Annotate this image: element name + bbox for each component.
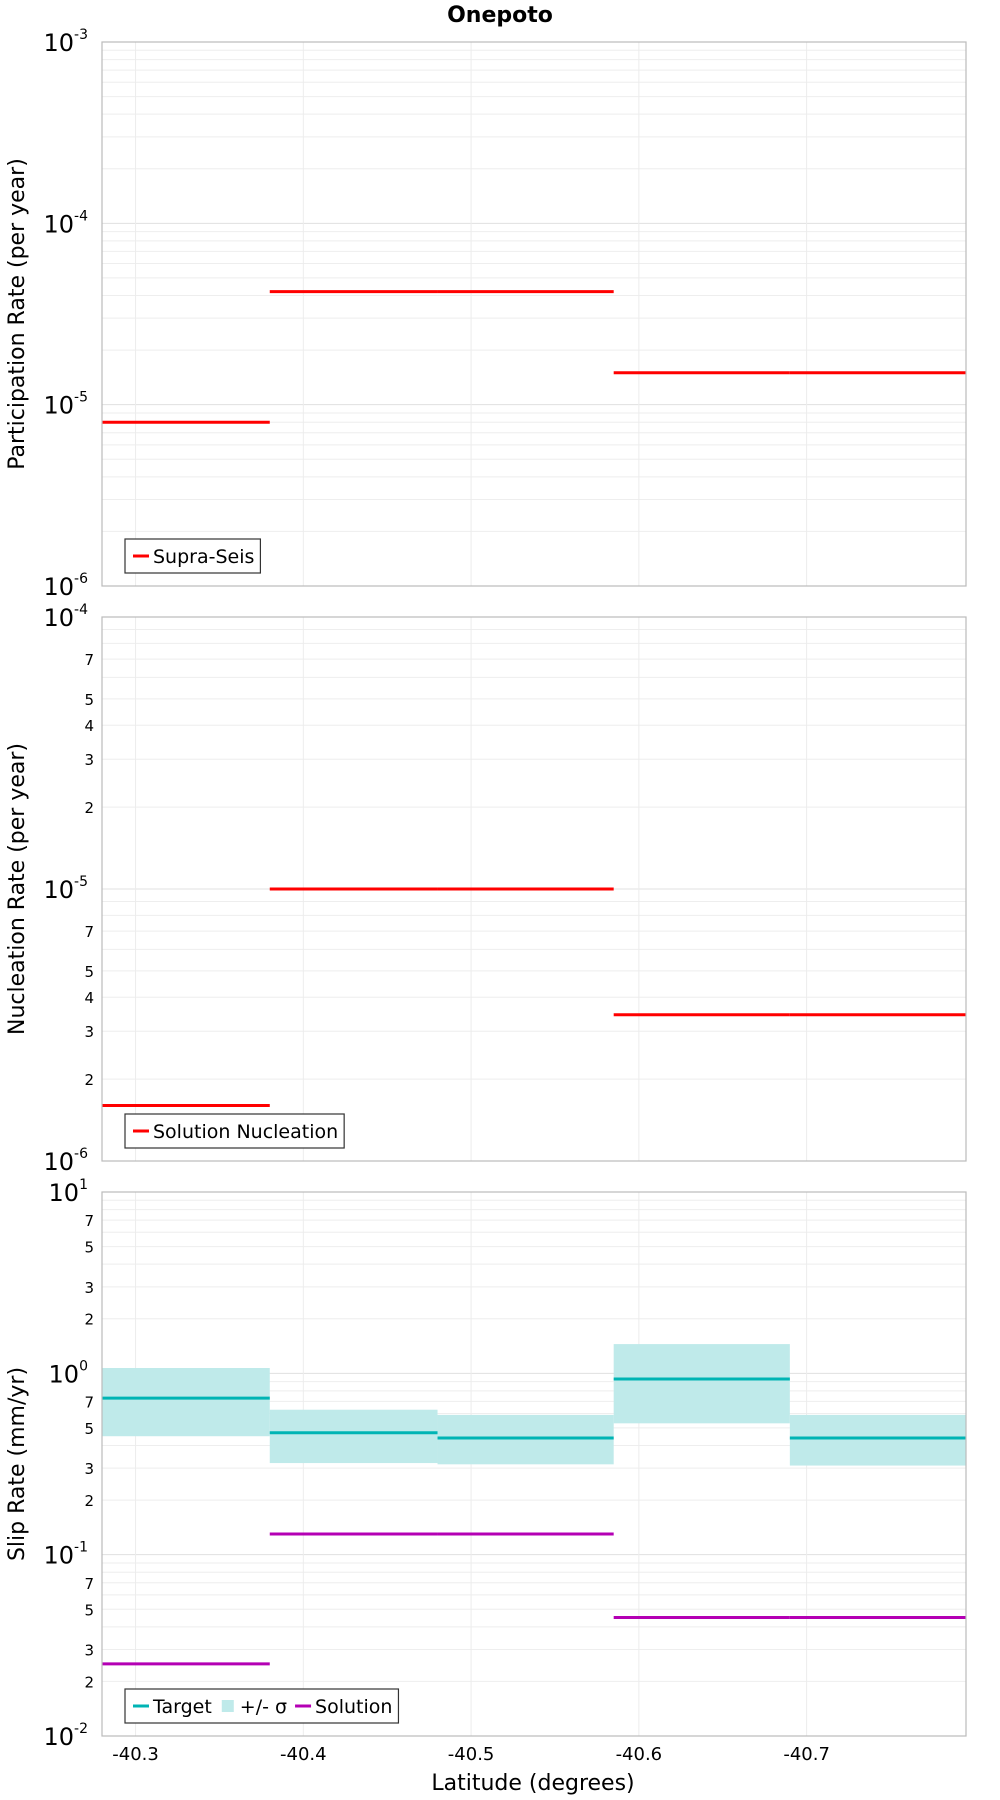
y-axis-label: Nucleation Rate (per year) — [5, 743, 30, 1035]
y-minor-tick-label: 5 — [84, 1239, 94, 1257]
legend-swatch-sigma — [221, 1700, 234, 1712]
y-minor-tick-label: 5 — [84, 691, 94, 709]
sigma-band-segment — [789, 1414, 966, 1466]
y-minor-tick-label: 2 — [84, 1071, 94, 1089]
legend-label: Target — [152, 1696, 212, 1718]
y-minor-tick-label: 7 — [84, 651, 94, 669]
y-minor-tick-label: 3 — [84, 1279, 94, 1297]
y-tick-label: 101 — [49, 1177, 88, 1207]
legend-label: Supra-Seis — [153, 546, 254, 568]
sigma-band-segment — [269, 1409, 438, 1464]
x-tick-label: -40.5 — [448, 1744, 495, 1765]
panel-slip: 10-2 10-1 100 101 2 3 5 7 2 3 5 7 2 3 5 7 Slip Rate (mm/… — [5, 1177, 967, 1751]
sigma-band-segment — [437, 1414, 614, 1465]
legend-box — [124, 538, 262, 574]
y-tick-label: 10-1 — [43, 1540, 88, 1570]
chart-panels: 10-6 10-5 10-4 10-3 Participation Rate (per … — [5, 27, 967, 1751]
y-minor-tick-label: 2 — [84, 1311, 94, 1329]
y-minor-tick-label: 3 — [84, 1641, 94, 1659]
y-tick-label: 10-5 — [43, 390, 88, 420]
legend-box — [124, 1688, 400, 1724]
legend-background — [125, 1689, 399, 1723]
y-tick-label: 10-5 — [43, 874, 88, 904]
y-minor-tick-label: 4 — [84, 717, 94, 735]
legend-box — [124, 1113, 345, 1149]
x-tick-label: -40.3 — [112, 1744, 159, 1765]
y-minor-tick-label: 2 — [84, 1492, 94, 1510]
y-tick-label: 10-6 — [43, 1146, 88, 1176]
x-tick-label: -40.7 — [783, 1744, 830, 1765]
plot-frame — [101, 1191, 967, 1737]
y-minor-tick-label: 7 — [84, 923, 94, 941]
x-tick-label: -40.4 — [280, 1744, 327, 1765]
plot-frame — [101, 41, 967, 587]
y-minor-tick-label: 5 — [84, 963, 94, 981]
y-minor-tick-label: 4 — [84, 989, 94, 1007]
y-tick-label: 10-4 — [43, 602, 88, 632]
x-tick-labels: -40.3 -40.4 -40.5 -40.6 -40.7 — [112, 1744, 830, 1765]
panel-nucleation: 10-6 10-5 10-4 2 3 4 5 7 2 3 4 5 7 Nucleation Rate (p… — [5, 602, 967, 1176]
y-tick-label: 100 — [49, 1358, 88, 1388]
y-axis-label: Participation Rate (per year) — [5, 158, 30, 470]
y-minor-tick-label: 3 — [84, 1460, 94, 1478]
y-minor-tick-label: 5 — [84, 1601, 94, 1619]
y-minor-tick-label: 5 — [84, 1420, 94, 1438]
y-minor-tick-label: 2 — [84, 1673, 94, 1691]
legend-label: +/- σ — [240, 1696, 287, 1718]
chart-title: Onepoto — [447, 3, 553, 28]
y-tick-label: 10-4 — [43, 208, 88, 238]
y-minor-tick-label: 7 — [84, 1575, 94, 1593]
y-minor-tick-label: 3 — [84, 751, 94, 769]
legend: Solution Nucleation — [124, 1113, 345, 1149]
sigma-band-segment — [102, 1368, 270, 1437]
legend-label: Solution — [315, 1696, 392, 1718]
y-axis-label: Slip Rate (mm/yr) — [5, 1367, 30, 1561]
y-minor-tick-label: 3 — [84, 1023, 94, 1041]
y-tick-label: 10-3 — [43, 27, 88, 57]
legend: Supra-Seis — [124, 538, 262, 574]
x-axis-label: Latitude (degrees) — [431, 1771, 634, 1796]
sigma-band-segment — [613, 1344, 790, 1424]
y-minor-tick-label: 7 — [84, 1212, 94, 1230]
y-tick-label: 10-2 — [43, 1721, 88, 1751]
y-tick-label: 10-6 — [43, 571, 88, 601]
legend-label: Solution Nucleation — [153, 1121, 338, 1143]
plot-frame — [101, 616, 967, 1162]
y-minor-tick-label: 7 — [84, 1393, 94, 1411]
legend: Target +/- σ Solution — [124, 1688, 400, 1724]
y-minor-tick-label: 2 — [84, 799, 94, 817]
legend-background — [125, 1114, 345, 1148]
x-tick-label: -40.6 — [616, 1744, 663, 1765]
panel-participation: 10-6 10-5 10-4 10-3 Participation Rate (per … — [5, 27, 967, 601]
